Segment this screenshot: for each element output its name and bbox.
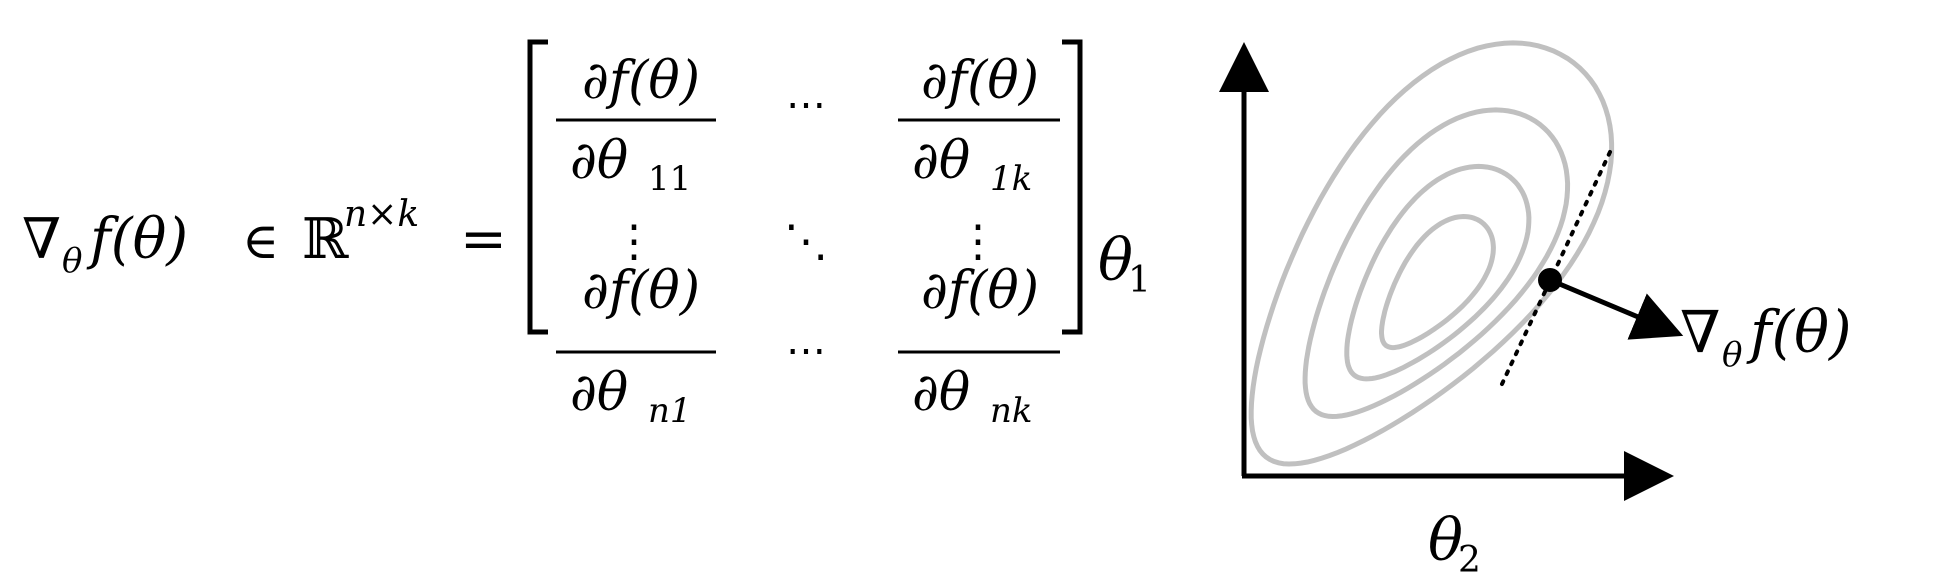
cell-denominator: ∂θ <box>912 363 970 423</box>
gradient-equation: ∇ θ f(θ) ∈ ℝ n×k = ∂f(θ) ∂θ 11 ∂f(θ) ∂θ … <box>22 39 1083 431</box>
reals-symbol: ℝ <box>302 207 350 272</box>
cell-denominator: ∂θ <box>570 131 628 191</box>
contour-line <box>1344 163 1532 382</box>
lhs-function: f(θ) <box>86 207 188 272</box>
cell-subscript: nk <box>990 391 1033 431</box>
hdots-bottom: ⋯ <box>786 328 826 374</box>
cell-subscript: 11 <box>648 159 691 199</box>
contour-diagram: θ 1 θ 2 ∇ θ f(θ) <box>1098 40 1852 581</box>
vdots-left: ⋮ <box>612 216 656 267</box>
equation-lhs: ∇ θ f(θ) ∈ ℝ n×k = <box>22 194 507 281</box>
gradient-label: ∇ θ f(θ) <box>1680 298 1852 375</box>
vdots-right: ⋮ <box>956 216 1000 267</box>
right-bracket <box>1062 39 1083 335</box>
nabla-subscript: θ <box>62 241 82 281</box>
dimension-exponent: n×k <box>344 194 419 235</box>
matrix-cell-bottom-left: ∂f(θ) ∂θ n1 <box>556 261 716 431</box>
cell-numerator: ∂f(θ) <box>921 51 1039 111</box>
gradient-subscript: θ <box>1722 335 1742 375</box>
contour-lines <box>1248 40 1615 467</box>
matrix-cell-bottom-right: ∂f(θ) ∂θ nk <box>898 261 1060 431</box>
gradient-function: f(θ) <box>1746 298 1852 366</box>
matrix-cell-top-left: ∂f(θ) ∂θ 11 <box>556 51 716 199</box>
equals-sign: = <box>460 207 507 272</box>
cell-subscript: n1 <box>648 391 692 431</box>
contour-line <box>1379 213 1496 351</box>
gradient-vector <box>1549 277 1684 340</box>
y-axis-label-subscript: 1 <box>1128 260 1151 301</box>
cell-denominator: ∂θ <box>912 131 970 191</box>
cell-numerator: ∂f(θ) <box>582 51 700 111</box>
cell-subscript: 1k <box>990 159 1032 199</box>
cell-numerator: ∂f(θ) <box>921 261 1039 321</box>
nabla-symbol: ∇ <box>22 207 61 272</box>
hdots-top: ⋯ <box>786 82 826 128</box>
x-axis-label: θ <box>1428 506 1463 574</box>
gradient-nabla: ∇ <box>1680 298 1721 366</box>
left-bracket <box>527 39 548 335</box>
element-of-symbol: ∈ <box>242 212 279 270</box>
matrix-cell-top-right: ∂f(θ) ∂θ 1k <box>898 51 1060 199</box>
cell-denominator: ∂θ <box>570 363 628 423</box>
contour-line <box>1302 107 1571 420</box>
x-axis-label-subscript: 2 <box>1458 540 1481 581</box>
evaluation-point <box>1538 268 1562 292</box>
tangent-line <box>1500 150 1612 386</box>
y-axis-label: θ <box>1098 226 1133 294</box>
cell-numerator: ∂f(θ) <box>582 261 700 321</box>
contour-line <box>1248 40 1615 467</box>
ddots-center: ⋱ <box>784 216 828 267</box>
